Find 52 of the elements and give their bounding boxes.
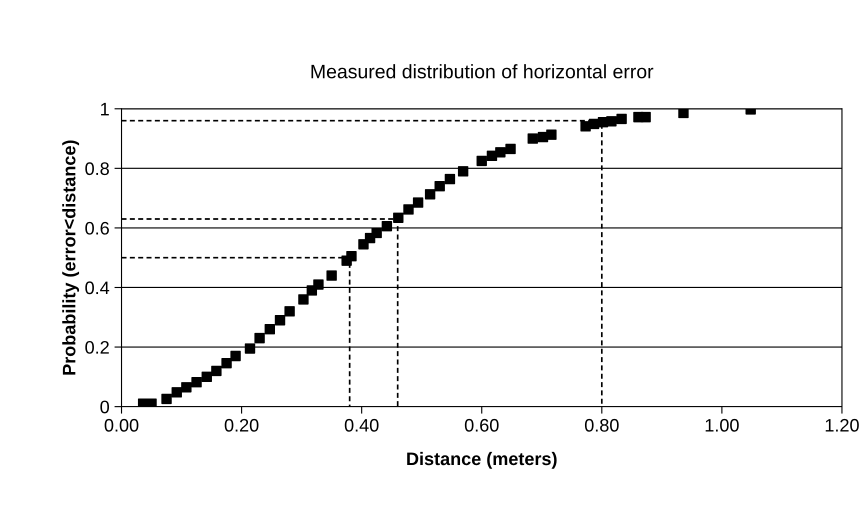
point: [371, 228, 382, 238]
point: [412, 197, 424, 208]
point: [146, 398, 157, 407]
point: [505, 144, 516, 154]
point: [313, 279, 324, 290]
x-tick-label: 0.00: [104, 418, 138, 432]
point: [403, 204, 414, 215]
x-tick-label: 0.80: [584, 418, 619, 432]
point: [616, 114, 627, 124]
point: [211, 366, 222, 376]
point: [678, 108, 689, 118]
x-tick-label: 1.20: [826, 418, 859, 432]
point: [640, 112, 651, 122]
point: [606, 116, 617, 126]
point: [298, 294, 309, 305]
point: [346, 251, 357, 262]
x-axis-title: Distance (meters): [407, 452, 557, 469]
point: [458, 166, 468, 177]
point: [161, 394, 172, 404]
point: [424, 189, 436, 200]
point: [393, 212, 404, 223]
y-axis-title: Probability (error<distance): [62, 140, 80, 375]
point: [434, 181, 445, 192]
y-tick-label: 1: [101, 102, 109, 116]
point: [528, 133, 538, 144]
x-tick-label: 1.00: [706, 418, 739, 432]
point: [444, 174, 456, 184]
y-tick-label: 0.6: [85, 222, 109, 235]
y-tick-label: 0.8: [85, 162, 109, 176]
point: [476, 156, 487, 166]
point: [284, 306, 295, 317]
y-tick-label: 0: [100, 400, 110, 414]
point: [264, 324, 276, 334]
point: [230, 350, 241, 362]
point: [191, 377, 202, 388]
point: [274, 315, 286, 326]
x-tick-label: 0.60: [464, 418, 499, 432]
y-tick-label: 0.2: [85, 340, 109, 354]
point: [172, 387, 182, 398]
point: [181, 382, 192, 392]
point: [202, 372, 212, 382]
chart-title: Measured distribution of horizontal error: [312, 64, 654, 78]
x-tick-label: 0.40: [344, 418, 379, 432]
point: [326, 270, 337, 281]
point: [382, 220, 392, 232]
point: [495, 147, 506, 158]
point: [221, 358, 232, 368]
y-tick-label: 0.4: [85, 281, 110, 294]
point: [244, 343, 256, 354]
point: [254, 332, 265, 344]
point: [546, 129, 557, 140]
x-tick-label: 0.20: [224, 418, 258, 432]
